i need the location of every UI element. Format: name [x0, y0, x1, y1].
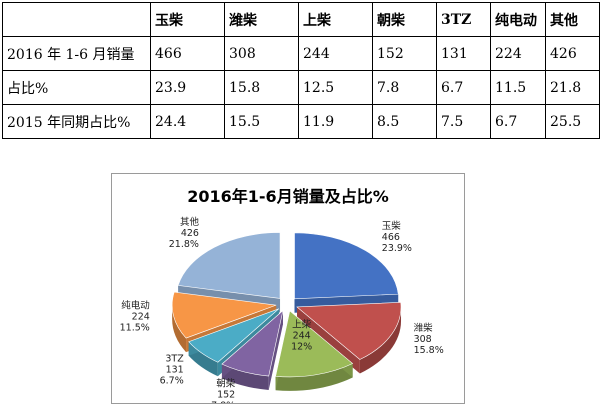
table-cell: 426: [545, 36, 600, 71]
slice-percent-label: 11.5%: [120, 322, 150, 333]
slice-name-label: 玉柴: [382, 220, 402, 232]
pie-slice-top: [275, 310, 354, 378]
header-cell-electric: 纯电动: [490, 2, 546, 37]
slice-value-label: 426: [181, 228, 199, 239]
table-cell: 24.4: [150, 104, 225, 139]
pie-chart-frame: 2016年1-6月销量及占比% 玉柴 466 23.9% 潍柴 308 15.8% 上柴 24…: [111, 173, 465, 407]
row-label: 占比%: [2, 70, 151, 105]
table-cell: 244: [298, 36, 373, 71]
pie-slice-top: [171, 291, 277, 339]
table-cell: 11.9: [298, 104, 373, 139]
header-cell-weichai: 潍柴: [224, 2, 299, 37]
table-cell: 152: [372, 36, 437, 71]
pie-slice-top: [296, 302, 402, 360]
slice-value-label: 152: [217, 389, 235, 400]
pie-slice-wall: [172, 305, 187, 353]
pie-slice-top: [188, 308, 280, 363]
pie-slice-4: [188, 308, 280, 377]
row-label: 2015 年同期占比%: [2, 104, 151, 139]
table-cell: 224: [490, 36, 546, 71]
slice-value-label: 224: [132, 311, 150, 322]
table-cell: 25.5: [545, 104, 600, 139]
slice-name-label: 纯电动: [121, 299, 150, 311]
pie-slice-3: [221, 309, 284, 391]
slice-percent-label: 6.7%: [160, 376, 184, 387]
table-row-sales-2016: 2016 年 1-6 月销量 466 308 244 152 131 224 4…: [2, 36, 600, 71]
header-cell-other: 其他: [545, 2, 600, 37]
table-row-share-2015: 2015 年同期占比% 24.4 15.5 11.9 8.5 7.5 6.7 2…: [2, 104, 600, 139]
pie-slice-top: [177, 232, 281, 299]
slice-percent-label: 12%: [291, 341, 312, 352]
table-cell: 23.9: [150, 70, 225, 105]
pie-slice-wall: [221, 364, 269, 391]
slice-percent-label: 7.8%: [211, 400, 235, 403]
table-header-row: 玉柴 潍柴 上柴 朝柴 3TZ 纯电动 其他: [2, 2, 600, 37]
chart-title: 2016年1-6月销量及占比%: [187, 187, 388, 206]
header-cell-empty: [2, 2, 151, 37]
slice-name-label: 朝柴: [216, 377, 236, 389]
table-cell: 12.5: [298, 70, 373, 105]
slice-percent-label: 21.8%: [169, 239, 199, 250]
slice-name-label: 其他: [180, 216, 200, 228]
slice-name-label: 上柴: [292, 318, 312, 330]
table-cell: 131: [436, 36, 491, 71]
slice-percent-label: 15.8%: [414, 345, 444, 356]
table-cell: 308: [224, 36, 299, 71]
table-cell: 8.5: [372, 104, 437, 139]
table-cell: 15.8: [224, 70, 299, 105]
pie-slice-wall: [275, 363, 353, 391]
table-row-share-2016: 占比% 23.9 15.8 12.5 7.8 6.7 11.5 21.8: [2, 70, 600, 105]
slice-value-label: 131: [166, 365, 184, 376]
slice-name-label: 潍柴: [414, 322, 434, 334]
table-cell: 7.8: [372, 70, 437, 105]
pie-slice-top: [294, 232, 399, 300]
table-cell: 11.5: [490, 70, 546, 105]
row-label: 2016 年 1-6 月销量: [2, 36, 151, 71]
header-cell-shangchai: 上柴: [298, 2, 373, 37]
sales-table: 玉柴 潍柴 上柴 朝柴 3TZ 纯电动 其他 2016 年 1-6 月销量 46…: [2, 2, 600, 139]
table-cell: 466: [150, 36, 225, 71]
slice-name-label: 3TZ: [165, 354, 184, 365]
slice-value-label: 308: [414, 334, 432, 345]
header-cell-yuchai: 玉柴: [150, 2, 225, 37]
pie-slice-wall: [359, 306, 402, 374]
header-cell-chaochai: 朝柴: [372, 2, 437, 37]
header-cell-3tz: 3TZ: [436, 2, 491, 37]
table-cell: 21.8: [545, 70, 600, 105]
table-cell: 6.7: [436, 70, 491, 105]
slice-value-label: 244: [293, 330, 311, 341]
pie-slice-2: [275, 310, 354, 391]
table-cell: 6.7: [490, 104, 546, 139]
table-cell: 7.5: [436, 104, 491, 139]
pie-slice-top: [221, 309, 284, 377]
table-cell: 15.5: [224, 104, 299, 139]
slice-percent-label: 23.9%: [382, 243, 412, 254]
slice-value-label: 466: [382, 232, 400, 243]
pie-slice-side: [268, 310, 283, 391]
